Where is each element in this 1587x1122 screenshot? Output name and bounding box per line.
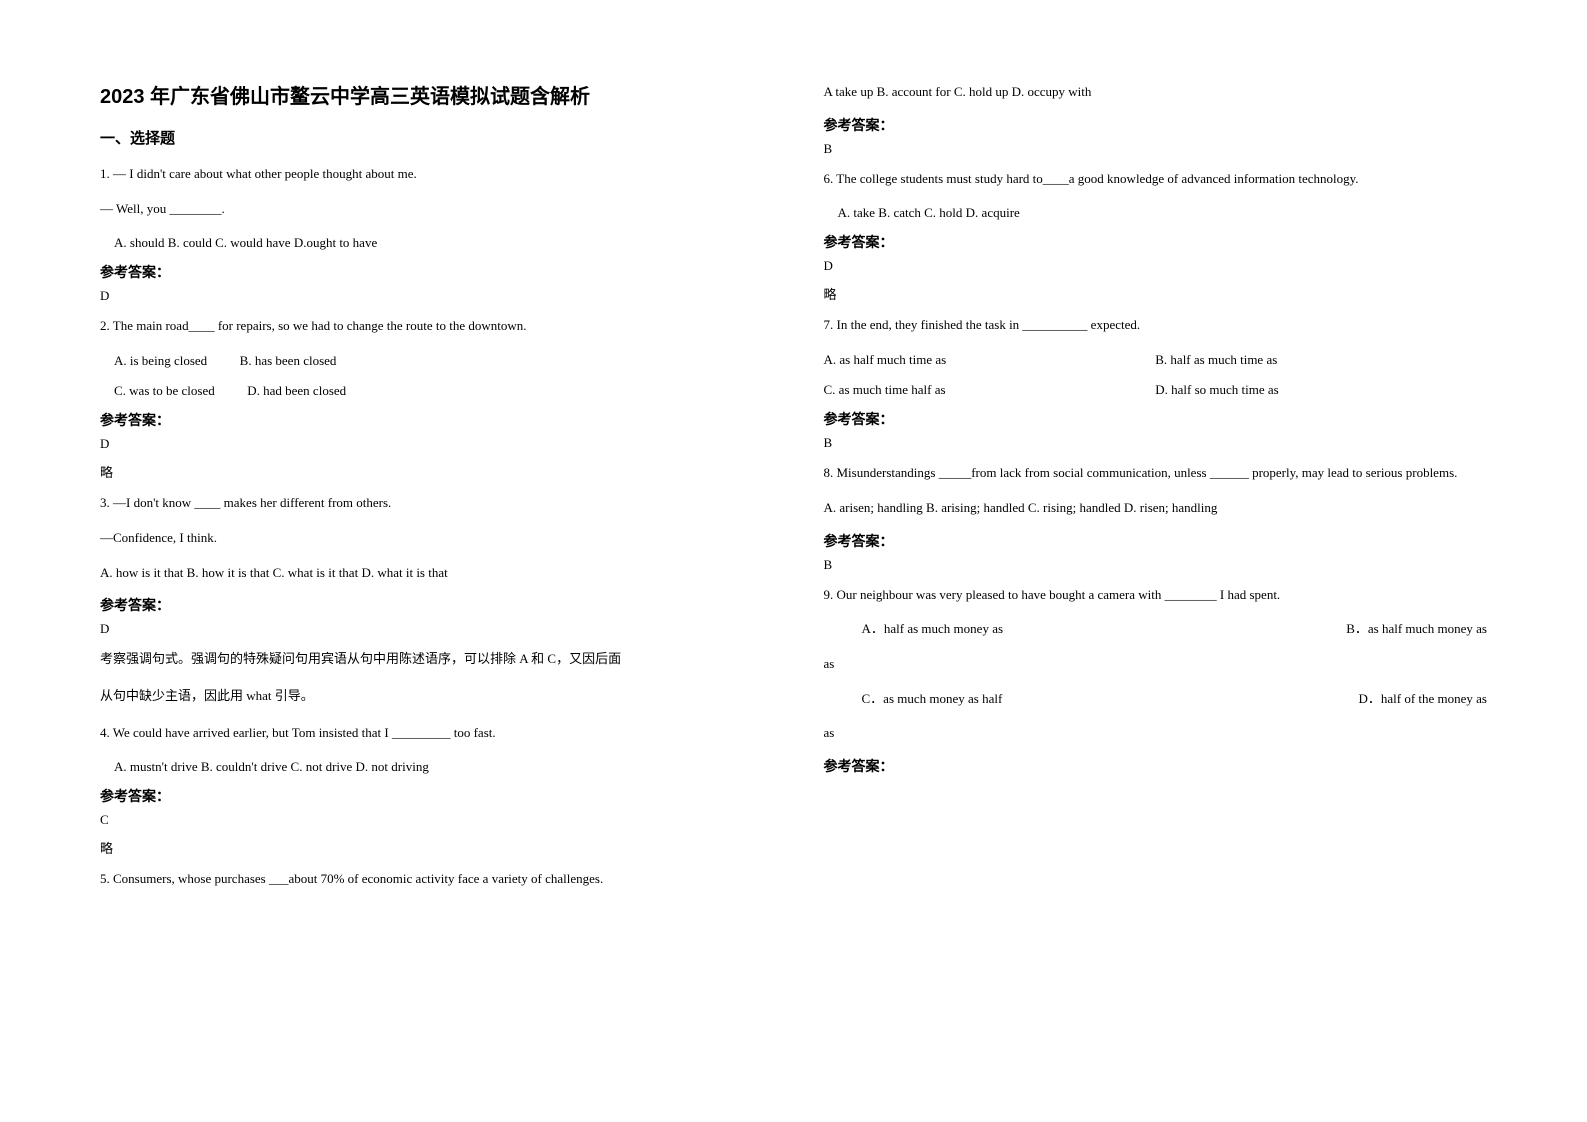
q3-options: A. how is it that B. how it is that C. w… xyxy=(100,561,764,586)
q9-answer-label: 参考答案： xyxy=(824,756,1488,776)
q6-omit: 略 xyxy=(824,284,1488,303)
q5-answer: B xyxy=(824,141,1488,157)
q9-opt-d: D．half of the money as xyxy=(1358,687,1487,712)
q4-omit: 略 xyxy=(100,838,764,857)
q3-answer: D xyxy=(100,621,764,637)
q1-answer-label: 参考答案： xyxy=(100,262,764,282)
q7-answer: B xyxy=(824,435,1488,451)
q2-answer-label: 参考答案： xyxy=(100,410,764,430)
q5-answer-label: 参考答案： xyxy=(824,115,1488,135)
q1-answer: D xyxy=(100,288,764,304)
section-heading: 一、选择题 xyxy=(100,127,764,148)
q2-answer: D xyxy=(100,436,764,452)
q8-answer-label: 参考答案： xyxy=(824,531,1488,551)
q7-opt-d: D. half so much time as xyxy=(1155,378,1487,403)
exam-page: 2023 年广东省佛山市鳌云中学高三英语模拟试题含解析 一、选择题 1. — I… xyxy=(100,80,1487,902)
q2-omit: 略 xyxy=(100,462,764,481)
q1-options: A. should B. could C. would have D.ought… xyxy=(100,231,764,256)
q7-options-ab: A. as half much time as B. half as much … xyxy=(824,348,1488,373)
q3-explain-1: 考察强调句式。强调句的特殊疑问句用宾语从句中用陈述语序，可以排除 A 和 C，又… xyxy=(100,647,764,672)
q2-stem: 2. The main road____ for repairs, so we … xyxy=(100,314,764,339)
q6-answer-label: 参考答案： xyxy=(824,232,1488,252)
q4-answer-label: 参考答案： xyxy=(100,786,764,806)
q2-options-cd: C. was to be closed D. had been closed xyxy=(100,379,764,404)
q8-options: A. arisen; handling B. arising; handled … xyxy=(824,496,1488,521)
q3-stem-2: —Confidence, I think. xyxy=(100,526,764,551)
q9-opt-a: A．half as much money as xyxy=(824,621,1004,636)
q4-answer: C xyxy=(100,812,764,828)
q5-stem: 5. Consumers, whose purchases ___about 7… xyxy=(100,867,764,892)
q9-options-row-2: C．as much money as half D．half of the mo… xyxy=(824,687,1488,712)
q7-opt-c: C. as much time half as xyxy=(824,378,1156,403)
q6-answer: D xyxy=(824,258,1488,274)
q4-stem: 4. We could have arrived earlier, but To… xyxy=(100,721,764,746)
q6-options: A. take B. catch C. hold D. acquire xyxy=(824,201,1488,226)
q2-opt-c: C. was to be closed xyxy=(114,383,215,398)
left-column: 2023 年广东省佛山市鳌云中学高三英语模拟试题含解析 一、选择题 1. — I… xyxy=(100,80,764,902)
q2-opt-a: A. is being closed xyxy=(114,353,207,368)
q2-opt-d: D. had been closed xyxy=(247,383,346,398)
q7-stem: 7. In the end, they finished the task in… xyxy=(824,313,1488,338)
q8-stem: 8. Misunderstandings _____from lack from… xyxy=(824,461,1488,486)
q9-as-2: as xyxy=(824,721,1488,746)
q9-opt-c: C．as much money as half xyxy=(824,691,1003,706)
q2-opt-b: B. has been closed xyxy=(240,353,337,368)
q7-options-cd: C. as much time half as D. half so much … xyxy=(824,378,1488,403)
q7-opt-b: B. half as much time as xyxy=(1155,348,1487,373)
q5-options: A take up B. account for C. hold up D. o… xyxy=(824,80,1488,105)
q9-opt-b: B．as half much money as xyxy=(1346,617,1487,642)
right-column: A take up B. account for C. hold up D. o… xyxy=(824,80,1488,902)
q4-options: A. mustn't drive B. couldn't drive C. no… xyxy=(100,755,764,780)
q9-options-row-1: A．half as much money as B．as half much m… xyxy=(824,617,1488,642)
q2-options-ab: A. is being closed B. has been closed xyxy=(100,349,764,374)
q1-stem-1: 1. — I didn't care about what other peop… xyxy=(100,162,764,187)
q8-answer: B xyxy=(824,557,1488,573)
q6-stem: 6. The college students must study hard … xyxy=(824,167,1488,192)
q9-stem: 9. Our neighbour was very pleased to hav… xyxy=(824,583,1488,608)
q3-answer-label: 参考答案： xyxy=(100,595,764,615)
q3-stem-1: 3. —I don't know ____ makes her differen… xyxy=(100,491,764,516)
q1-stem-2: — Well, you ________. xyxy=(100,197,764,222)
q3-explain-2: 从句中缺少主语，因此用 what 引导。 xyxy=(100,684,764,709)
page-title: 2023 年广东省佛山市鳌云中学高三英语模拟试题含解析 xyxy=(100,80,764,109)
q7-opt-a: A. as half much time as xyxy=(824,348,1156,373)
q7-answer-label: 参考答案： xyxy=(824,409,1488,429)
q9-as-1: as xyxy=(824,652,1488,677)
